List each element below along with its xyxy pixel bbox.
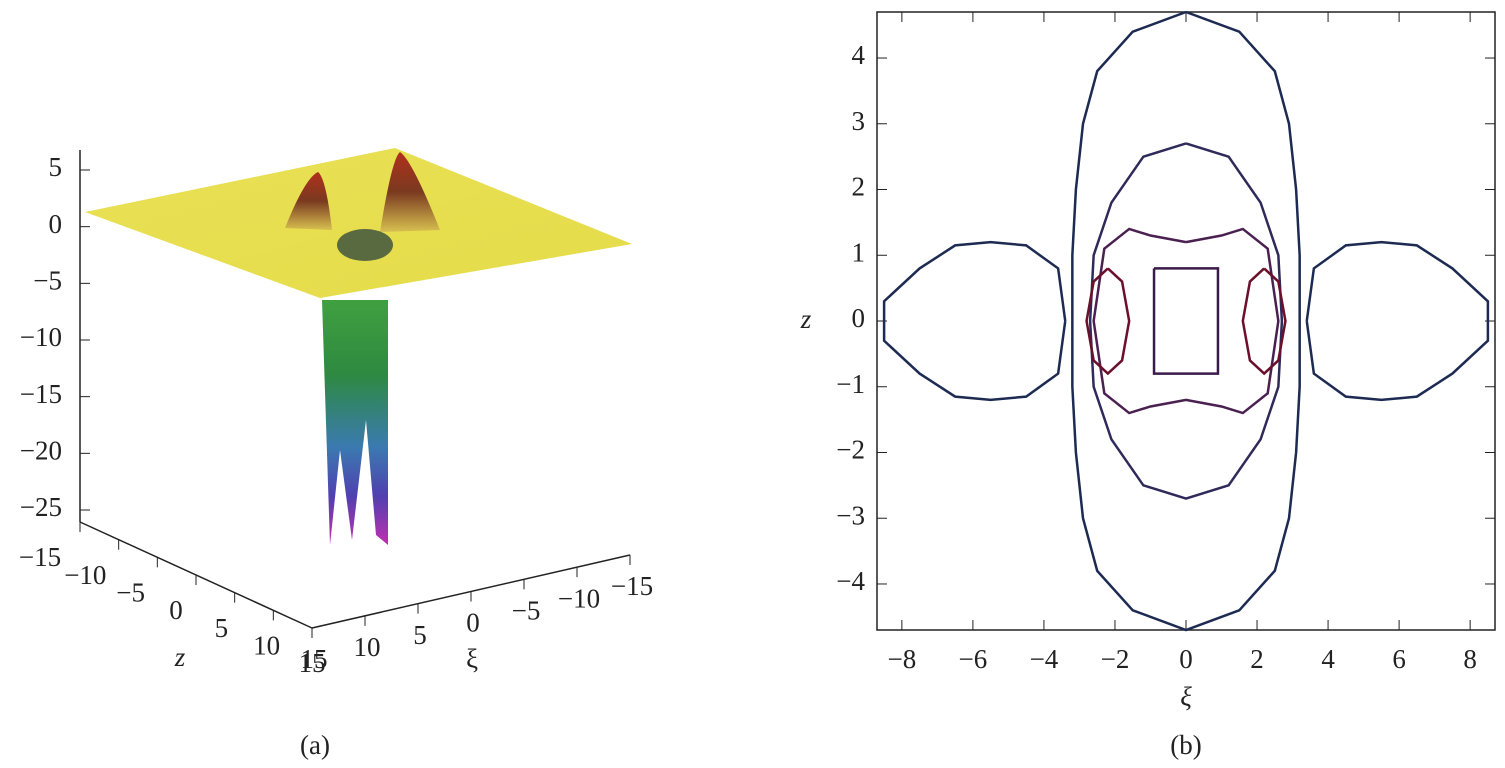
x-tick-label: −4 — [1030, 644, 1059, 674]
z-tick-label: 10 — [253, 631, 280, 661]
contour-line — [1305, 240, 1490, 402]
v-tick-label: 5 — [49, 152, 63, 182]
y-tick-label: −3 — [836, 500, 865, 530]
xi-axis-label: ξ — [466, 644, 478, 674]
y-axis-label: z — [800, 304, 812, 334]
z-tick-label: 0 — [169, 595, 183, 625]
z-axis-label: z — [174, 642, 186, 672]
x-tick-label: −2 — [1101, 644, 1130, 674]
caption: (b) — [1170, 730, 1201, 760]
x-axis-label: ξ — [1180, 682, 1192, 712]
contour-line — [1152, 267, 1220, 375]
x-tick-label: −8 — [887, 644, 916, 674]
v-tick-label: −10 — [20, 322, 62, 352]
x-tick-label: 4 — [1321, 644, 1335, 674]
contour-line — [1071, 10, 1301, 632]
plot-frame — [876, 11, 1496, 631]
y-tick-label: 3 — [852, 106, 866, 136]
surface-peak — [380, 152, 440, 232]
surface-peak — [285, 172, 332, 230]
xi-tick-label: 5 — [413, 620, 427, 650]
y-tick-label: 4 — [852, 40, 866, 70]
surface-well — [322, 300, 388, 545]
y-tick-label: −4 — [836, 566, 865, 596]
x-tick-label: 0 — [1179, 644, 1193, 674]
v-tick-label: −25 — [20, 492, 62, 522]
y-tick-label: −1 — [836, 369, 865, 399]
contour-line — [1085, 267, 1131, 376]
v-tick-label: −15 — [20, 379, 62, 409]
z-tick-label: −5 — [116, 578, 145, 608]
xi-tick-label: 10 — [354, 632, 381, 662]
x-tick-label: 2 — [1250, 644, 1264, 674]
y-tick-label: 2 — [852, 172, 866, 202]
x-tick-label: 6 — [1392, 644, 1406, 674]
surface — [85, 148, 632, 545]
xi-tick-label: −15 — [611, 571, 653, 601]
contour-line — [1241, 267, 1287, 376]
y-tick-label: 1 — [852, 237, 866, 267]
v-tick-label: −20 — [20, 436, 62, 466]
contour-line — [882, 240, 1067, 402]
contour-line — [1088, 142, 1284, 500]
y-tick-label: −2 — [836, 435, 865, 465]
surface-hole — [337, 229, 393, 261]
z-tick-label: −15 — [19, 542, 61, 572]
xi-tick-label: 15 — [301, 644, 328, 674]
xi-tick-label: −10 — [558, 583, 600, 613]
x-tick-label: 8 — [1463, 644, 1477, 674]
xi-tick-label: 0 — [466, 608, 480, 638]
v-tick-label: 0 — [49, 209, 63, 239]
y-tick-label: 0 — [852, 303, 866, 333]
v-tick-label: −5 — [33, 266, 62, 296]
xi-tick-label: −5 — [512, 596, 541, 626]
z-tick-label: 15 — [299, 648, 326, 678]
x-tick-label: −6 — [959, 644, 988, 674]
z-tick-label: −10 — [64, 560, 106, 590]
contour-line — [1092, 227, 1280, 415]
surface-plane — [85, 148, 632, 298]
z-tick-label: 5 — [215, 613, 229, 643]
caption: (a) — [300, 730, 330, 760]
